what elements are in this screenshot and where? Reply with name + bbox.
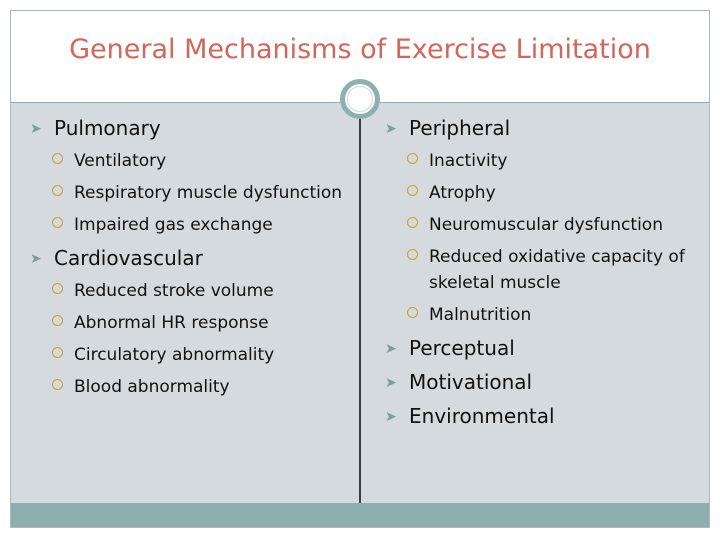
circle-bullet-icon <box>407 217 418 228</box>
list-item: Respiratory muscle dysfunction <box>30 180 348 206</box>
arrow-bullet-icon: ➤ <box>30 121 42 137</box>
list-item: Malnutrition <box>385 302 705 328</box>
circle-bullet-icon <box>52 283 63 294</box>
circle-bullet-icon <box>407 249 418 260</box>
section-heading: ➤ Peripheral <box>385 114 705 142</box>
circle-bullet-icon <box>407 185 418 196</box>
circle-bullet-icon <box>407 307 418 318</box>
footer-band <box>11 503 709 527</box>
list-item: Atrophy <box>385 180 705 206</box>
section-heading: ➤ Cardiovascular <box>30 244 348 272</box>
list-item: Blood abnormality <box>30 374 348 400</box>
circle-bullet-icon <box>52 217 63 228</box>
list-item: Ventilatory <box>30 148 348 174</box>
circle-bullet-icon <box>407 153 418 164</box>
left-column: ➤ Pulmonary Ventilatory Respiratory musc… <box>30 114 348 400</box>
circle-bullet-icon <box>52 185 63 196</box>
list-item: Inactivity <box>385 148 705 174</box>
section-heading: ➤ Motivational <box>385 368 705 396</box>
arrow-bullet-icon: ➤ <box>385 375 397 391</box>
list-item: Neuromuscular dysfunction <box>385 212 705 238</box>
circle-bullet-icon <box>52 153 63 164</box>
list-item: Reduced stroke volume <box>30 278 348 304</box>
section-heading: ➤ Perceptual <box>385 334 705 362</box>
section-heading: ➤ Environmental <box>385 402 705 430</box>
arrow-bullet-icon: ➤ <box>385 409 397 425</box>
list-item: Impaired gas exchange <box>30 212 348 238</box>
right-column: ➤ Peripheral Inactivity Atrophy Neuromus… <box>385 114 705 436</box>
arrow-bullet-icon: ➤ <box>385 121 397 137</box>
circle-bullet-icon <box>52 379 63 390</box>
arrow-bullet-icon: ➤ <box>385 341 397 357</box>
slide-title: General Mechanisms of Exercise Limitatio… <box>69 34 651 65</box>
circle-bullet-icon <box>52 347 63 358</box>
arrow-bullet-icon: ➤ <box>30 251 42 267</box>
divider-circle-ornament <box>340 79 380 119</box>
circle-bullet-icon <box>52 315 63 326</box>
list-item: Circulatory abnormality <box>30 342 348 368</box>
list-item: Reduced oxidative capacity of skeletal m… <box>385 244 705 296</box>
column-divider <box>359 103 361 503</box>
section-heading: ➤ Pulmonary <box>30 114 348 142</box>
list-item: Abnormal HR response <box>30 310 348 336</box>
